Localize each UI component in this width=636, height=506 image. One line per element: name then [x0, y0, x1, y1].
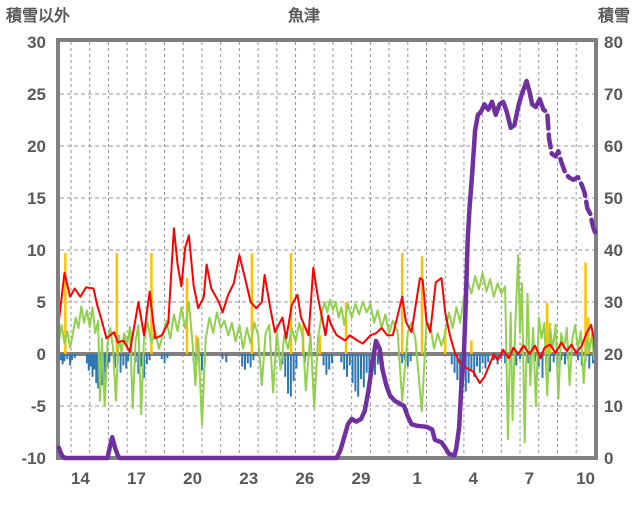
left-axis-tick-label: 5 — [37, 293, 46, 312]
left-axis-tick-label: 30 — [27, 33, 46, 52]
right-axis-tick-label: 0 — [604, 449, 613, 468]
x-axis-tick-label: 17 — [127, 469, 146, 488]
plot-border — [56, 38, 598, 460]
right-axis-tick-label: 50 — [604, 189, 623, 208]
left-axis-tick-label: 0 — [37, 345, 46, 364]
x-axis-tick-label: 20 — [183, 469, 202, 488]
chart-title: 魚津 — [288, 6, 320, 25]
right-axis-tick-label: 20 — [604, 345, 623, 364]
green-line — [57, 254, 597, 444]
left-axis-title: 積雪以外 — [5, 6, 70, 25]
left-axis-tick-label: 15 — [27, 189, 46, 208]
left-axis-tick-label: 10 — [27, 241, 46, 260]
right-axis-title: 積雪 — [597, 6, 630, 25]
left-axis-tick-label: 20 — [27, 137, 46, 156]
red-line — [57, 227, 597, 385]
x-axis-tick-label: 26 — [295, 469, 314, 488]
right-axis-tick-label: 30 — [604, 293, 623, 312]
x-axis-tick-label: 23 — [239, 469, 258, 488]
x-axis-tick-label: 29 — [352, 469, 371, 488]
right-axis-tick-label: 60 — [604, 137, 623, 156]
right-axis-tick-label: 40 — [604, 241, 623, 260]
right-axis-tick-label: 70 — [604, 85, 623, 104]
left-axis-tick-label: -10 — [21, 449, 46, 468]
x-axis-tick-label: 10 — [576, 469, 595, 488]
left-axis-tick-label: -5 — [31, 397, 46, 416]
right-axis-tick-label: 80 — [604, 33, 623, 52]
x-axis-tick-label: 14 — [71, 469, 90, 488]
right-axis-tick-label: 10 — [604, 397, 623, 416]
x-axis-tick-label: 4 — [469, 469, 479, 488]
snow-depth-line-dashed — [537, 96, 599, 237]
snow-depth-line — [56, 78, 542, 461]
x-axis-tick-label: 1 — [412, 469, 421, 488]
x-axis-tick-label: 7 — [525, 469, 534, 488]
left-axis-tick-label: 25 — [27, 85, 46, 104]
